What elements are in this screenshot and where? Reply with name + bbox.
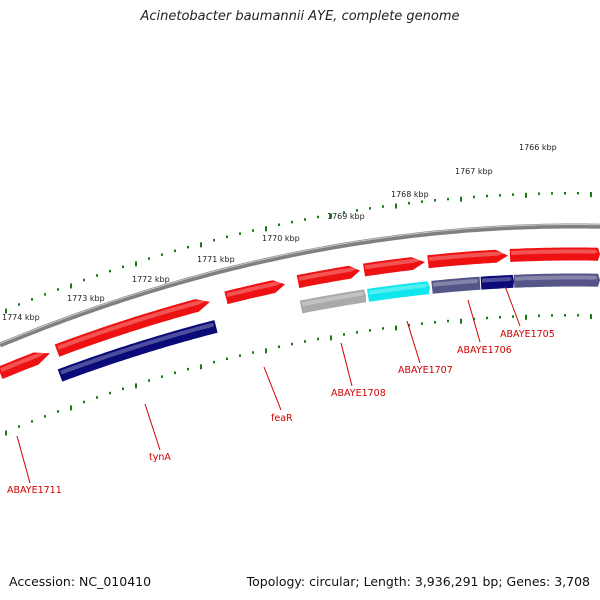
label-leader-line <box>144 403 161 451</box>
label-leader-line <box>406 320 421 364</box>
backbone-line <box>0 223 600 348</box>
inner-scale-ticks <box>5 313 592 436</box>
scale-label-1773: 1773 kbp <box>67 294 105 303</box>
genome-backbone <box>0 223 600 348</box>
label-leader-line <box>340 342 353 387</box>
reverse-gene-4 <box>431 276 481 294</box>
gene-label-tyna: tynA <box>149 452 171 463</box>
scale-label-1772: 1772 kbp <box>132 275 170 284</box>
gene-label-abaye1708: ABAYE1708 <box>331 388 386 399</box>
reverse-strand-genes <box>57 273 600 382</box>
forward-gene-7 <box>509 247 600 262</box>
scale-labels: 1766 kbp 1767 kbp 1768 kbp 1769 kbp 1770… <box>2 143 557 322</box>
scale-label-1774: 1774 kbp <box>2 313 40 322</box>
outer-scale-ticks <box>5 191 592 314</box>
reverse-gene-1 <box>57 320 218 382</box>
reverse-gene-5 <box>480 274 514 290</box>
forward-strand-genes <box>0 247 600 379</box>
gene-label-abaye1705: ABAYE1705 <box>500 329 555 340</box>
forward-gene-1 <box>0 351 50 379</box>
label-leaders <box>16 285 521 484</box>
label-leader-line <box>467 299 481 343</box>
reverse-gene-2 <box>299 289 366 314</box>
label-leader-line <box>263 366 282 411</box>
reverse-gene-3 <box>367 281 430 302</box>
label-leader-line <box>16 435 31 484</box>
scale-label-1771: 1771 kbp <box>197 255 235 264</box>
forward-gene-5 <box>363 257 425 277</box>
gene-labels: ABAYE1705 ABAYE1706 ABAYE1707 ABAYE1708 … <box>7 329 555 496</box>
gene-label-abaye1711: ABAYE1711 <box>7 485 62 496</box>
label-leader-line <box>504 285 521 327</box>
map-title: Acinetobacter baumannii AYE, complete ge… <box>140 9 460 24</box>
forward-gene-3 <box>224 280 285 305</box>
scale-label-1768: 1768 kbp <box>391 190 429 199</box>
forward-gene-6 <box>427 249 508 269</box>
reverse-gene-6 <box>513 273 600 288</box>
gene-label-abaye1707: ABAYE1707 <box>398 365 453 376</box>
topology-text: Topology: circular; Length: 3,936,291 bp… <box>246 574 590 589</box>
scale-label-1766: 1766 kbp <box>519 143 557 152</box>
accession-text: Accession: NC_010410 <box>9 574 152 589</box>
scale-label-1767: 1767 kbp <box>455 167 493 176</box>
gene-label-fear: feaR <box>271 413 293 424</box>
scale-label-1769: 1769 kbp <box>327 212 365 221</box>
scale-label-1770: 1770 kbp <box>262 234 300 243</box>
forward-gene-2 <box>54 299 211 357</box>
gene-label-abaye1706: ABAYE1706 <box>457 345 512 356</box>
forward-gene-4 <box>296 265 360 288</box>
